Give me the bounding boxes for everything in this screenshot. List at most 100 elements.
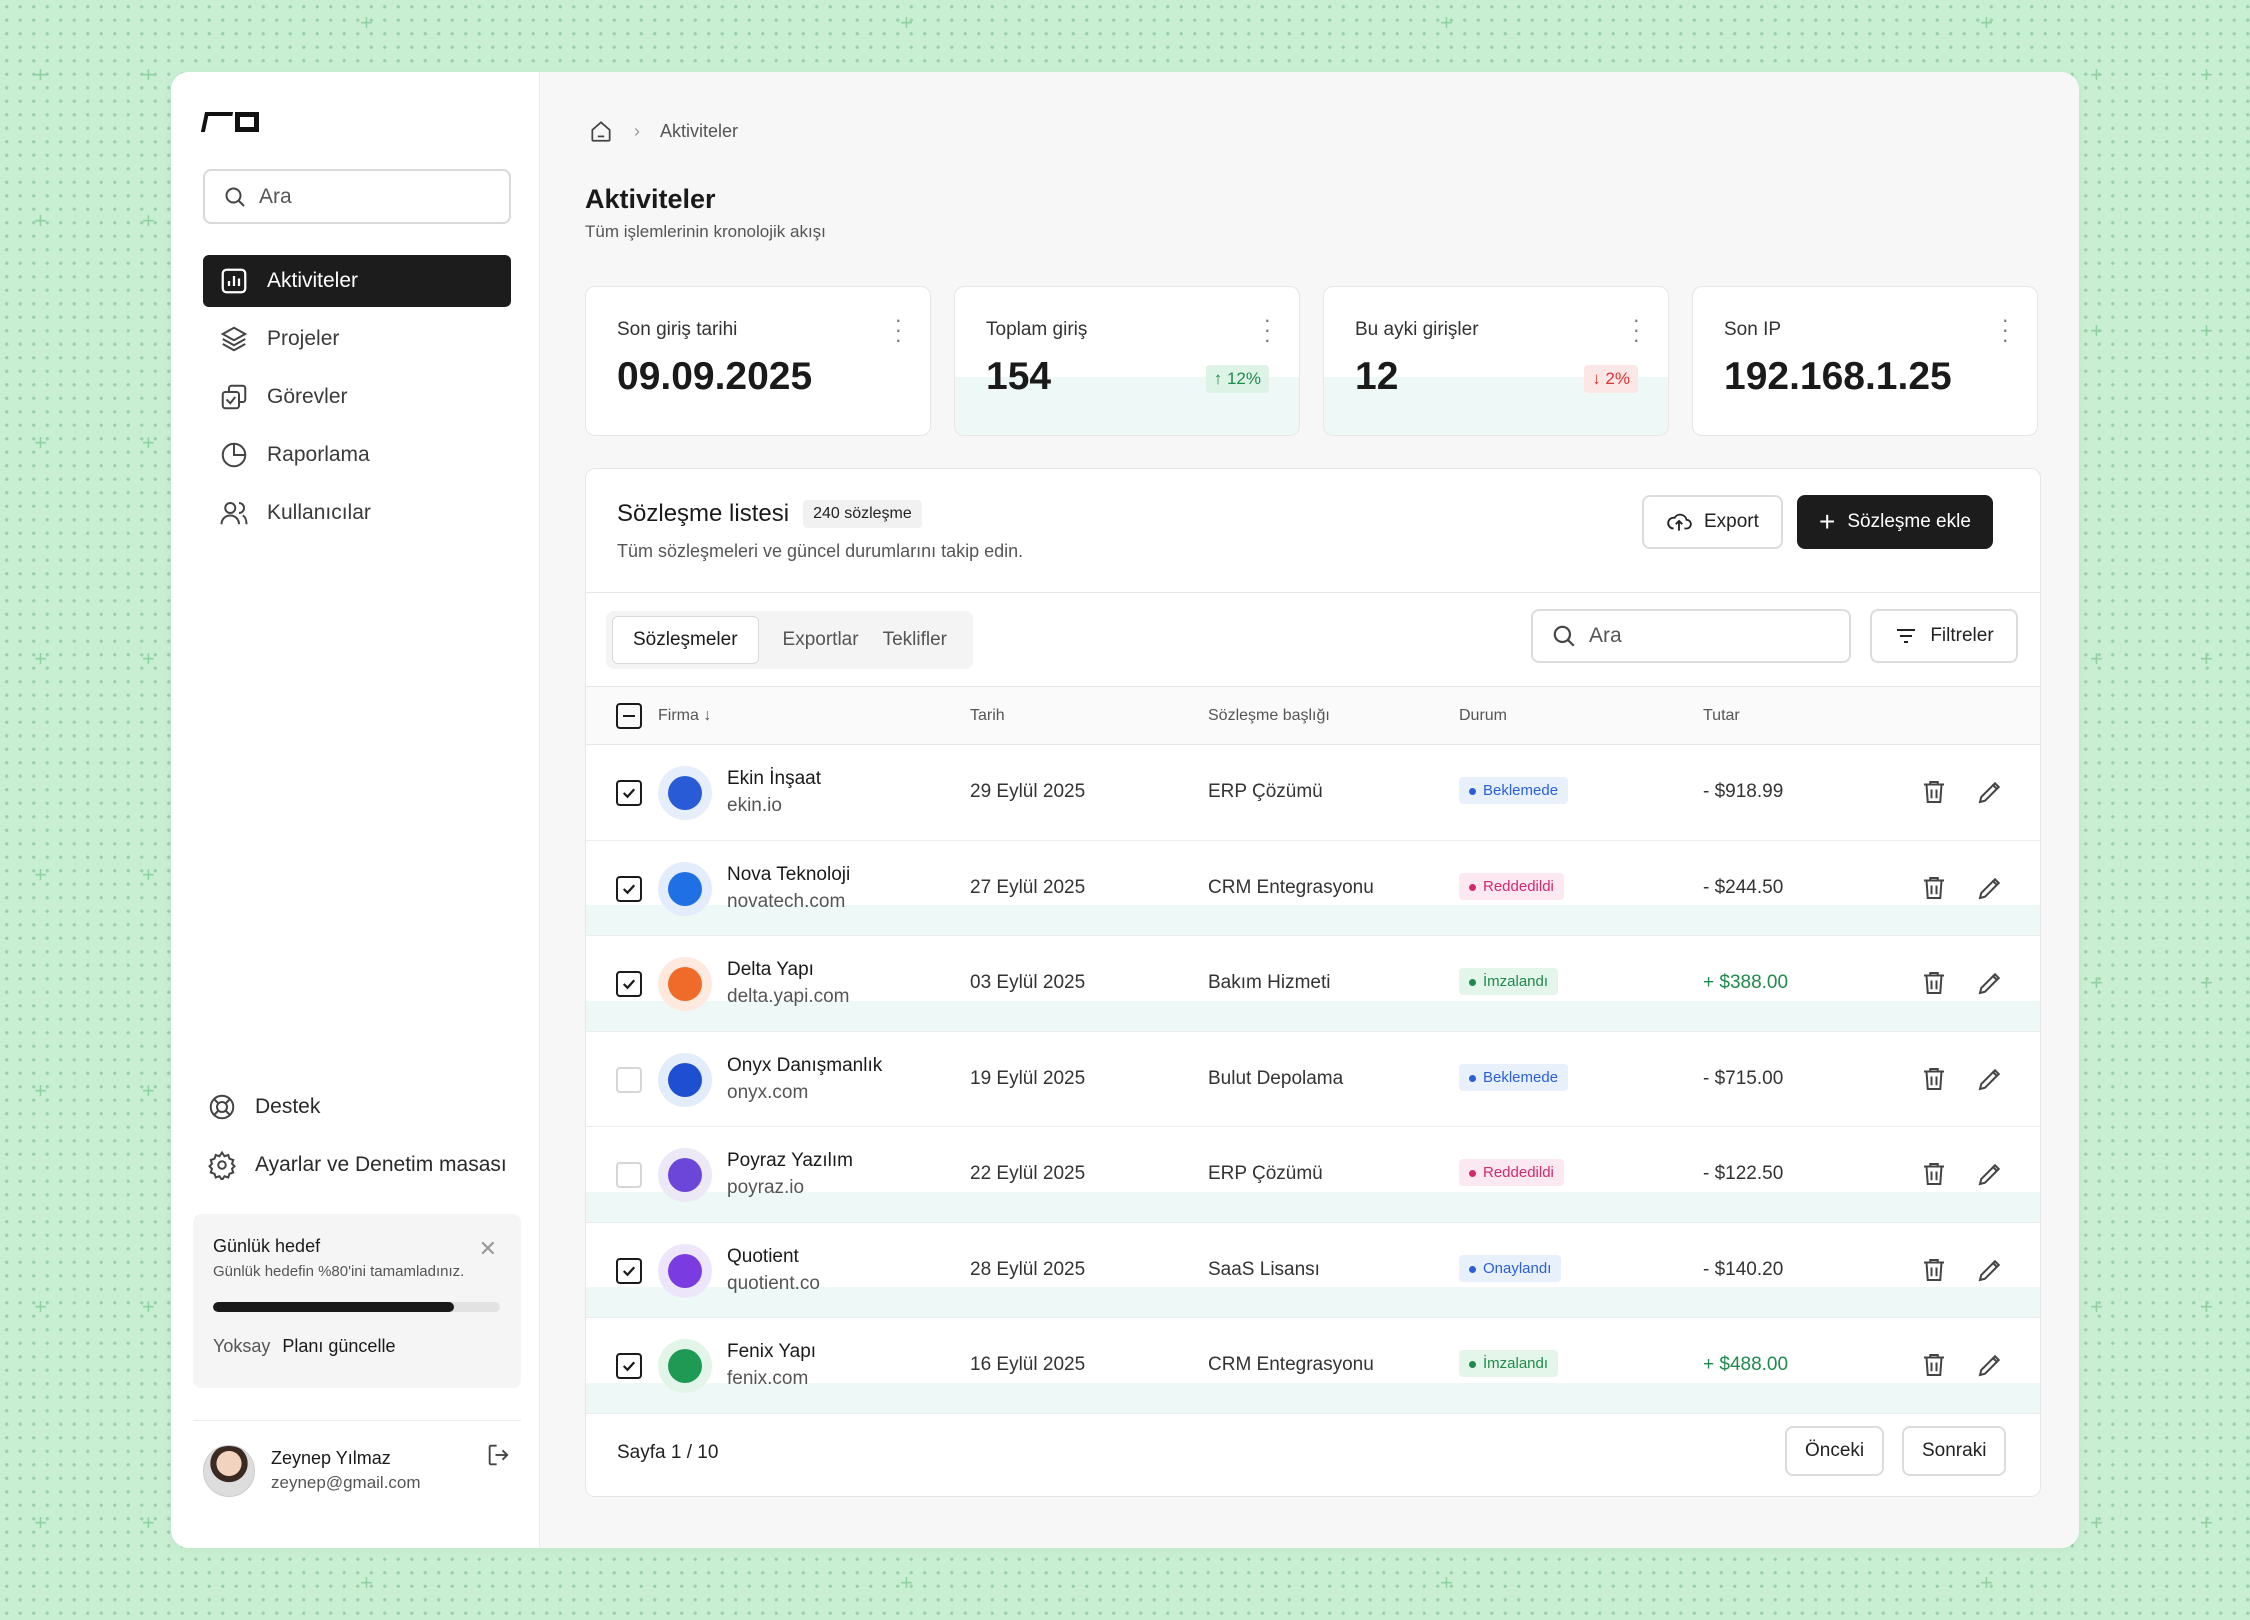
more-icon[interactable]: · · ·	[1632, 307, 1640, 352]
logout-icon[interactable]	[485, 1441, 513, 1469]
sidebar-item-label: Raporlama	[267, 443, 370, 466]
pencil-icon[interactable]	[1975, 873, 2005, 903]
tab-teklifler[interactable]: Teklifler	[882, 629, 947, 650]
settings-link[interactable]: Ayarlar ve Denetim masası	[207, 1136, 517, 1194]
table-row[interactable]: Poyraz Yazılım poyraz.io 22 Eylül 2025 ERP …	[586, 1127, 2040, 1223]
row-checkbox[interactable]	[616, 875, 642, 902]
row-checkbox[interactable]	[616, 1257, 642, 1284]
search-icon	[1553, 625, 1575, 647]
trash-icon[interactable]	[1919, 968, 1949, 998]
goal-progress-bar	[213, 1302, 500, 1312]
contracts-panel: Sözleşme listesi 240 sözleşme Tüm sözleş…	[585, 468, 2041, 1497]
contract-title: ERP Çözümü	[1208, 781, 1323, 802]
company-name[interactable]: Delta Yapı	[727, 959, 814, 980]
layers-icon	[220, 326, 248, 352]
company-name[interactable]: Ekin İnşaat	[727, 768, 821, 789]
tab-sozlesmeler[interactable]: Sözleşmeler	[612, 616, 759, 664]
company-name[interactable]: Poyraz Yazılım	[727, 1150, 854, 1171]
row-checkbox[interactable]	[616, 780, 642, 806]
sidebar-item-gorevler[interactable]: Görevler	[203, 371, 511, 423]
column-tarih[interactable]: Tarih	[970, 707, 1005, 724]
more-icon[interactable]: · · ·	[2001, 307, 2009, 352]
sidebar-item-projeler[interactable]: Projeler	[203, 313, 511, 365]
more-icon[interactable]: · · ·	[894, 307, 902, 352]
stat-label: Son giriş tarihi	[617, 319, 738, 340]
table-row[interactable]: Onyx Danışmanlık onyx.com 19 Eylül 2025 Bul…	[586, 1032, 2040, 1127]
company-name[interactable]: Quotient	[727, 1245, 799, 1267]
row-checkbox[interactable]	[616, 1162, 642, 1188]
table-row[interactable]: Nova Teknoloji novatech.com 27 Eylül 2025 C…	[586, 841, 2040, 936]
pencil-icon[interactable]	[1975, 1064, 2005, 1094]
status-badge: İmzalandı	[1459, 968, 1559, 995]
company-name[interactable]: Onyx Danışmanlık	[727, 1054, 883, 1076]
sidebar-item-raporlama[interactable]: Raporlama	[203, 429, 511, 481]
avatar[interactable]	[203, 1444, 255, 1497]
sidebar-search-input[interactable]: Ara	[203, 169, 511, 224]
status-badge: Reddedildi	[1459, 872, 1564, 900]
contract-title: SaaS Lisansı	[1208, 1258, 1320, 1280]
trash-icon[interactable]	[1919, 1350, 1949, 1380]
pie-icon	[221, 442, 247, 468]
sidebar-item-label: Projeler	[267, 327, 340, 350]
sidebar-item-kullanicilar[interactable]: Kullanıcılar	[203, 487, 511, 539]
pencil-icon[interactable]	[1975, 1159, 2005, 1189]
tab-exportlar[interactable]: Exportlar	[782, 629, 859, 650]
trash-icon[interactable]	[1919, 1064, 1949, 1094]
sidebar-item-aktiviteler[interactable]: Aktiviteler	[203, 255, 511, 307]
filter-button[interactable]: Filtreler	[1870, 609, 2018, 663]
status-badge: Reddedildi	[1459, 1159, 1564, 1186]
brand-logo[interactable]	[200, 112, 259, 132]
pencil-icon[interactable]	[1975, 968, 2005, 998]
add-contract-button[interactable]: + Sözleşme ekle	[1797, 495, 1993, 549]
column-durum[interactable]: Durum	[1459, 707, 1508, 724]
row-checkbox[interactable]	[616, 1066, 642, 1093]
update-plan-button[interactable]: Planı güncelle	[282, 1336, 396, 1356]
check-icon	[622, 883, 636, 894]
row-checkbox[interactable]	[616, 971, 642, 997]
contract-amount: - $918.99	[1703, 781, 1784, 802]
row-checkbox[interactable]	[616, 1353, 642, 1379]
support-link[interactable]: Destek	[207, 1078, 517, 1136]
table-row[interactable]: Delta Yapı delta.yapi.com 03 Eylül 2025 Bak…	[586, 936, 2040, 1032]
sidebar-item-label: Aktiviteler	[267, 269, 359, 292]
panel-header: Sözleşme listesi 240 sözleşme Tüm sözleş…	[586, 469, 2040, 593]
close-icon[interactable]: ✕	[478, 1236, 497, 1261]
status-badge: Onaylandı	[1459, 1254, 1562, 1282]
table-row[interactable]: Fenix Yapı fenix.com 16 Eylül 2025 CRM Ente…	[586, 1318, 2040, 1414]
contract-amount: + $488.00	[1703, 1354, 1789, 1375]
dismiss-button[interactable]: Yoksay	[213, 1336, 271, 1356]
column-tutar[interactable]: Tutar	[1703, 707, 1740, 724]
stat-value: 12	[1355, 355, 1399, 398]
column-firma[interactable]: Firma ↓	[658, 707, 712, 724]
company-logo	[658, 957, 712, 1011]
stat-value: 154	[986, 355, 1052, 398]
contract-title: ERP Çözümü	[1208, 1163, 1323, 1184]
trash-icon[interactable]	[1919, 1255, 1949, 1285]
pencil-icon[interactable]	[1975, 1350, 2005, 1380]
trend-badge: ↑ 12%	[1205, 365, 1269, 393]
pencil-icon[interactable]	[1975, 777, 2005, 807]
column-baslik[interactable]: Sözleşme başlığı	[1208, 707, 1330, 724]
more-icon[interactable]: · · ·	[1263, 307, 1271, 352]
table-row[interactable]: Quotient quotient.co 28 Eylül 2025 SaaS Lis…	[586, 1223, 2040, 1318]
goal-progress-fill	[213, 1302, 455, 1312]
sidebar-item-label: Görevler	[267, 385, 348, 408]
pencil-icon[interactable]	[1975, 1255, 2005, 1285]
trash-icon[interactable]	[1919, 873, 1949, 903]
trash-icon[interactable]	[1919, 1159, 1949, 1189]
trash-icon[interactable]	[1919, 777, 1949, 807]
company-logo	[658, 1052, 712, 1107]
home-icon[interactable]	[588, 118, 614, 144]
table-row[interactable]: Ekin İnşaat ekin.io 29 Eylül 2025 ERP Çözüm…	[586, 745, 2040, 841]
table-search-input[interactable]: Ara	[1531, 609, 1851, 663]
contract-date: 29 Eylül 2025	[970, 781, 1086, 802]
prev-page-button[interactable]: Önceki	[1785, 1426, 1885, 1476]
row-sparkline	[586, 1287, 2040, 1317]
company-name[interactable]: Fenix Yapı	[727, 1341, 817, 1362]
next-page-button[interactable]: Sonraki	[1902, 1426, 2007, 1476]
check-icon	[622, 1361, 636, 1372]
company-name[interactable]: Nova Teknoloji	[727, 863, 851, 885]
export-button[interactable]: Export	[1642, 495, 1783, 549]
select-all-checkbox[interactable]	[616, 703, 642, 729]
contract-title: CRM Entegrasyonu	[1208, 876, 1374, 898]
